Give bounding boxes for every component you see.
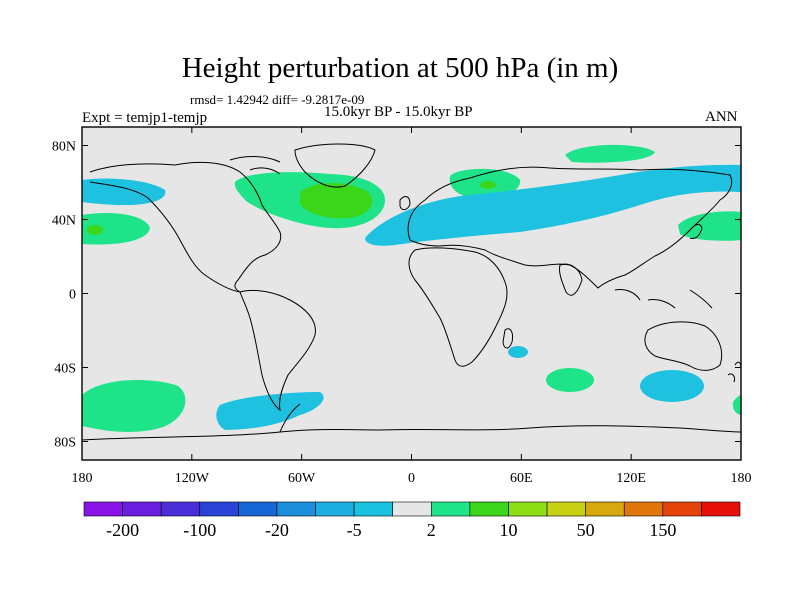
colorbar-swatch [353,501,394,517]
region-north-atlantic-core [300,183,373,219]
season-label: ANN [705,109,738,125]
y-tick-label: 80N [52,140,76,155]
colorbar-swatch [662,501,702,517]
colorbar-swatch [469,501,509,517]
coast-canadian-islands [229,156,281,175]
region-arctic-positive [565,144,655,163]
colorbar-swatch [701,501,741,517]
colorbar-label: -100 [183,520,216,540]
colorbar-swatch [199,501,239,517]
y-tick-label: 40S [54,362,76,377]
coast-eurasia [407,166,733,289]
region-south-atlantic-small-negative [508,346,528,358]
colorbar-label: 50 [577,520,595,540]
region-south-pacific-positive [82,379,186,432]
region-south-of-australia-negative [640,370,704,402]
x-tick-label: 180 [731,471,752,486]
y-tick-label: 0 [69,288,76,303]
coast-southeast-asia [614,289,713,309]
colorbar-swatch [315,501,355,517]
colorbar-swatch [546,501,586,517]
colorbar-swatch [430,501,471,517]
coast-africa [408,247,508,367]
colorbar-swatch [508,501,548,517]
coast-greenland [294,143,376,188]
x-tick-label: 120W [175,471,210,486]
colorbar-swatch [83,501,123,517]
coast-north-america [89,161,282,293]
x-tick-label: 60W [288,471,316,486]
stats-label: rmsd= 1.42942 diff= -9.2817e-09 [190,92,365,107]
colorbar-label: 10 [499,520,517,540]
x-tick-label: 60E [510,471,533,486]
colorbar-swatch [585,501,625,517]
coast-antarctic-peninsula [279,403,301,433]
colorbar-swatch [392,501,432,517]
colorbar-label: 150 [649,520,676,540]
experiment-label: Expt = temjp1-temjp [82,110,208,126]
region-southern-ocean-negative [216,392,324,430]
colorbar-swatch [160,501,201,517]
period-label: 15.0kyr BP - 15.0kyr BP [324,104,473,120]
region-southeast-edge-positive [732,395,741,415]
region-eurasia-negative-band [365,164,741,246]
y-tick-label: 80S [54,436,76,451]
colorbar-label: 2 [427,520,436,540]
region-north-pacific-east-positive [82,212,150,245]
x-tick-label: 0 [408,471,415,486]
region-north-pacific-east-core [87,225,103,235]
colorbar-swatch [122,501,162,517]
coast-south-america [239,289,316,412]
coast-uk [399,196,411,211]
colorbar-swatch [623,501,664,517]
x-tick-label: 120E [616,471,646,486]
axis-ticks: 180 120W 60W 0 60E 120E 180 80N 40N 0 40S 80S [52,127,752,486]
colorbar: -200 -100 -20 -5 2 10 50 150 [83,501,741,540]
coast-japan [689,223,703,239]
x-tick-label: 180 [72,471,93,486]
coastlines [82,143,741,441]
plot-title: Height perturbation at 500 hPa (in m) [181,52,619,84]
colorbar-label: -200 [106,520,139,540]
colorbar-swatch [238,501,278,517]
colorbar-label: -5 [347,520,362,540]
y-tick-label: 40N [52,214,76,229]
coast-antarctica [82,425,741,441]
region-indian-ocean-positive [546,368,594,392]
region-europe-core [480,181,496,189]
coast-madagascar [502,328,513,349]
colorbar-label: -20 [265,520,289,540]
coast-india [559,263,583,296]
coast-australia [644,321,723,371]
contour-fill-layer [82,144,741,432]
region-north-pacific-west-negative [82,178,166,206]
colorbar-swatch [276,501,316,517]
region-north-pacific-dateline-positive [678,211,741,241]
